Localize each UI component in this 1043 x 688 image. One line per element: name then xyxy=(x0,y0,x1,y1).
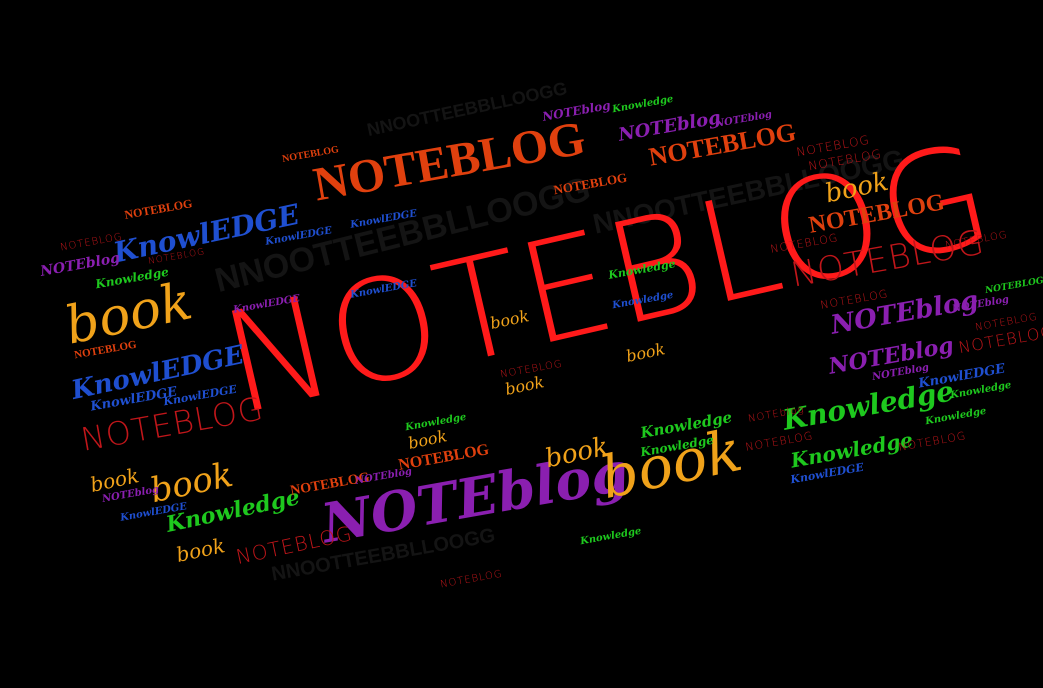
word-noteblog: NOTEBLOG xyxy=(439,568,504,591)
word-knowledge: NOTEBLOG xyxy=(984,275,1043,297)
word-book: book xyxy=(174,533,227,567)
word-noteblog: NOTEBLOG xyxy=(123,196,194,222)
word-knowledge: Knowledge xyxy=(579,525,643,548)
word-knowledge: Knowledge xyxy=(611,93,675,116)
